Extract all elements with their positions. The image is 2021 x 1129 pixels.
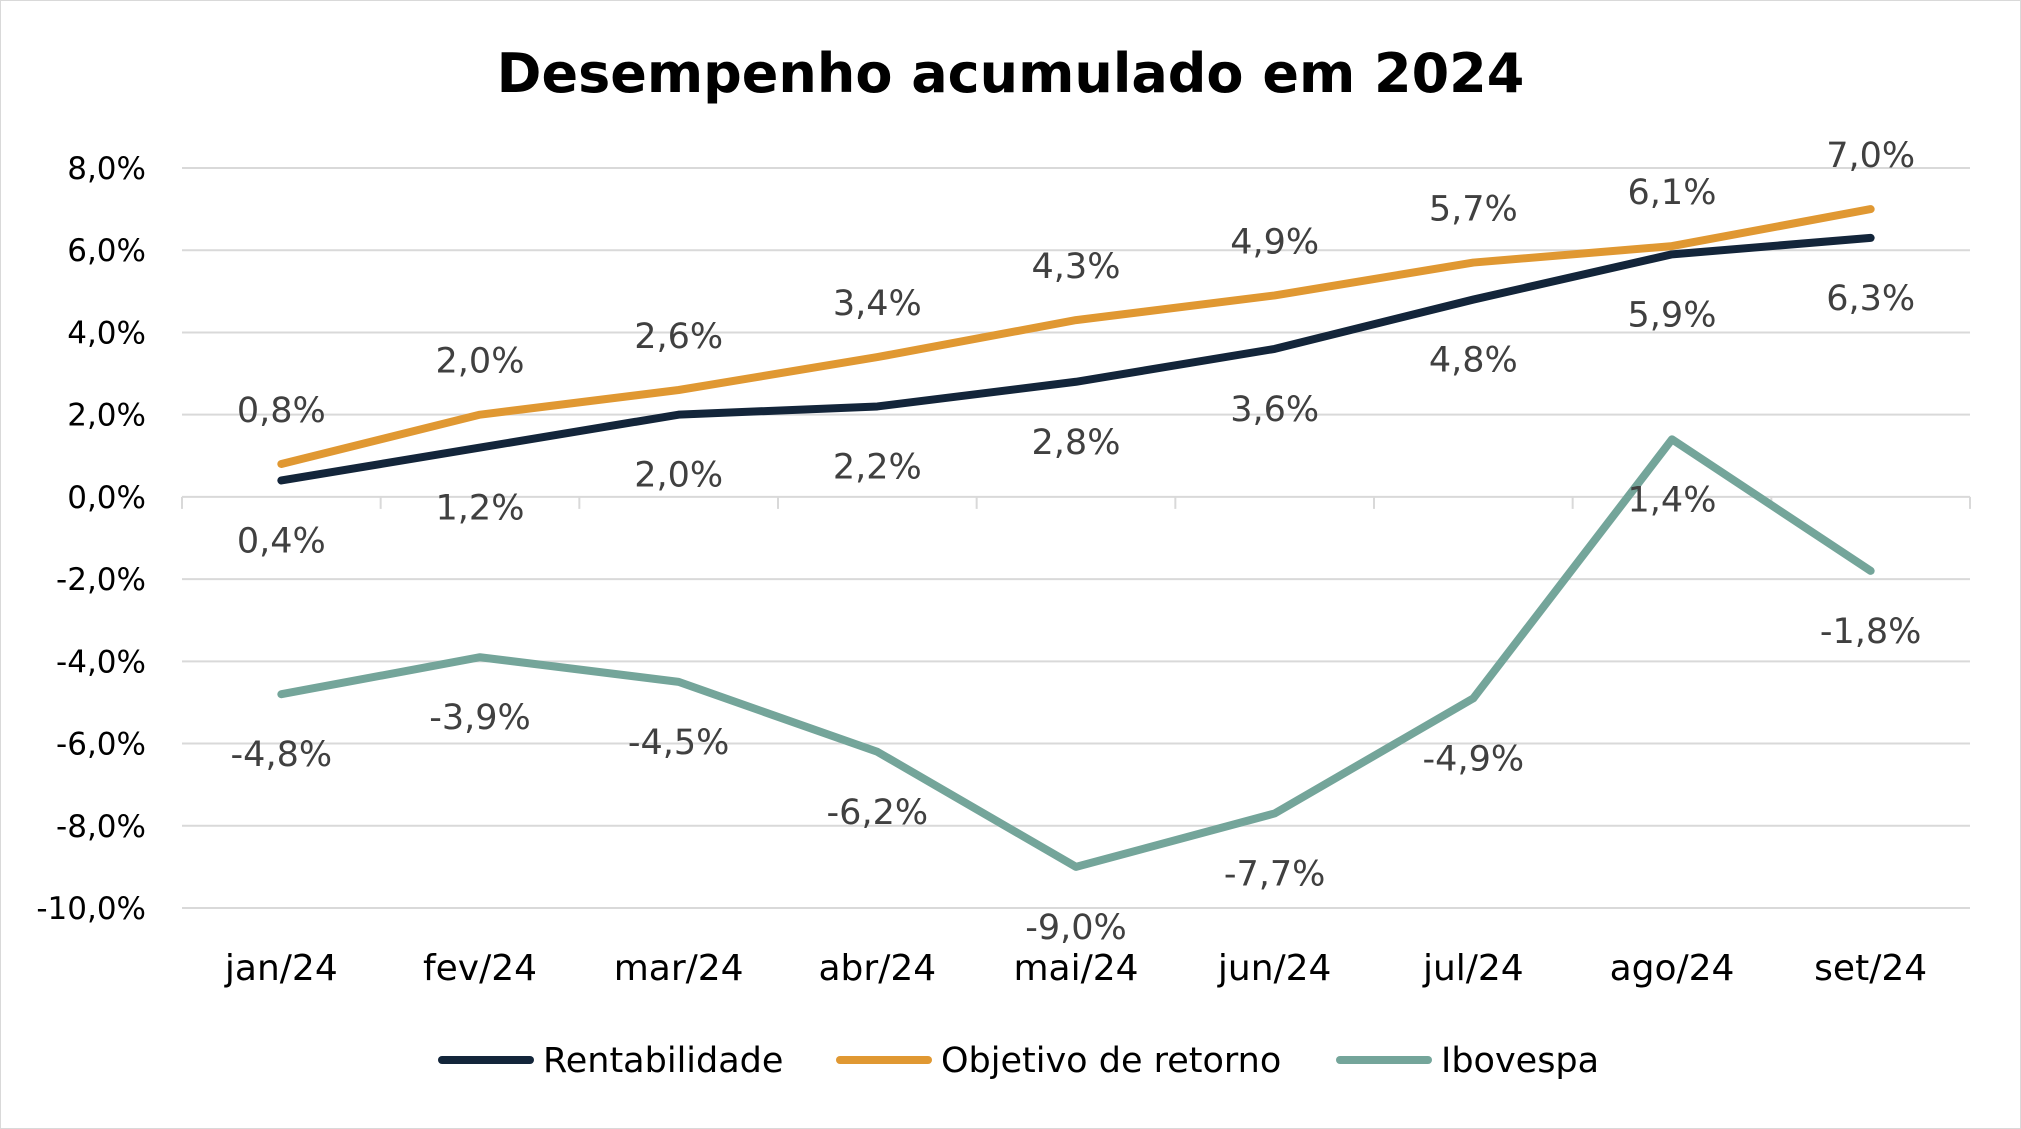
legend-label: Rentabilidade xyxy=(543,1041,783,1081)
x-tick-label: fev/24 xyxy=(423,948,537,989)
y-tick-label: -8,0% xyxy=(56,809,146,845)
legend-label: Ibovespa xyxy=(1441,1041,1599,1081)
data-label: 2,8% xyxy=(1032,423,1121,463)
series-line-ibovespa xyxy=(277,435,1875,871)
data-label: -6,2% xyxy=(827,793,929,833)
x-tick-label: ago/24 xyxy=(1610,948,1735,989)
y-tick-label: -4,0% xyxy=(56,644,146,680)
data-label: 5,9% xyxy=(1628,295,1717,335)
data-label: 6,3% xyxy=(1826,279,1915,319)
y-tick-label: -10,0% xyxy=(36,891,146,927)
chart-title: Desempenho acumulado em 2024 xyxy=(496,42,1525,105)
data-label: -1,8% xyxy=(1820,612,1922,652)
data-label: 4,9% xyxy=(1230,222,1319,262)
data-label: 4,8% xyxy=(1429,341,1518,381)
legend-label: Objetivo de retorno xyxy=(941,1041,1281,1081)
y-tick-label: 8,0% xyxy=(67,151,146,187)
series-line-rentabilidade xyxy=(277,233,1875,485)
data-label: 2,2% xyxy=(833,447,922,487)
data-label: 2,0% xyxy=(436,342,525,382)
x-tick-label: mai/24 xyxy=(1013,948,1138,989)
y-tick-label: -6,0% xyxy=(56,727,146,763)
data-label: 4,3% xyxy=(1032,247,1121,287)
data-label: 7,0% xyxy=(1826,136,1915,176)
data-label: -4,8% xyxy=(231,735,333,775)
data-label: -3,9% xyxy=(429,698,531,738)
data-label: 6,1% xyxy=(1628,173,1717,213)
x-tick-label: jan/24 xyxy=(224,948,338,989)
data-label: 1,2% xyxy=(436,489,525,529)
x-tick-label: jun/24 xyxy=(1217,948,1332,989)
data-label: -7,7% xyxy=(1224,854,1326,894)
data-label: 3,4% xyxy=(833,284,922,324)
y-tick-label: 6,0% xyxy=(67,233,146,269)
data-label: 2,6% xyxy=(634,317,723,357)
y-tick-label: 0,0% xyxy=(67,480,146,516)
data-label: 5,7% xyxy=(1429,190,1518,230)
data-label: -4,5% xyxy=(628,723,730,763)
data-label: 0,8% xyxy=(237,391,326,431)
series-line-objetivo-de-retorno xyxy=(277,205,1875,468)
y-tick-label: 2,0% xyxy=(67,398,146,434)
data-label: 1,4% xyxy=(1628,480,1717,520)
data-label: -4,9% xyxy=(1423,739,1525,779)
y-tick-label: 4,0% xyxy=(67,315,146,351)
data-label: -9,0% xyxy=(1025,908,1127,948)
x-tick-label: mar/24 xyxy=(614,948,744,989)
data-label: 3,6% xyxy=(1230,390,1319,430)
y-tick-label: -2,0% xyxy=(56,562,146,598)
x-tick-label: set/24 xyxy=(1814,948,1927,989)
x-tick-label: abr/24 xyxy=(819,948,937,989)
x-tick-label: jul/24 xyxy=(1422,948,1524,989)
data-label: 2,0% xyxy=(634,456,723,496)
data-label: 0,4% xyxy=(237,521,326,561)
